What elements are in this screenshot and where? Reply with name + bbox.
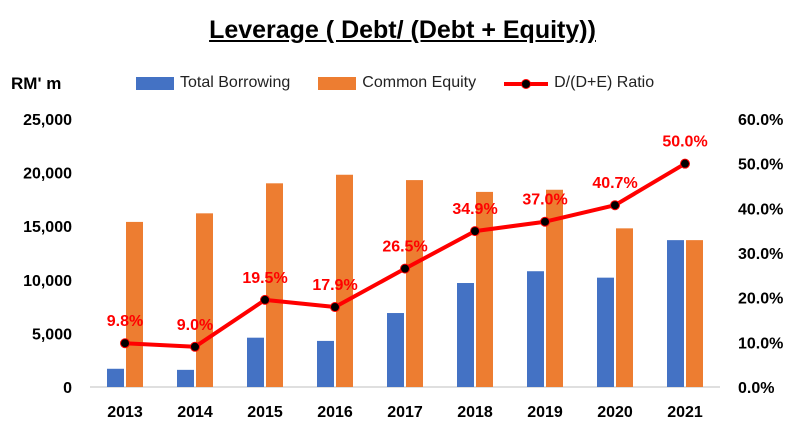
ratio-marker: [610, 200, 620, 211]
legend-item-total-borrowing: Total Borrowing: [136, 74, 290, 92]
x-tick-label: 2016: [317, 404, 353, 421]
y-right-tick-label: 10.0%: [738, 335, 783, 352]
ratio-data-label: 40.7%: [592, 175, 637, 192]
bar-common-equity: [196, 213, 213, 387]
legend-label-common-equity: Common Equity: [362, 74, 477, 91]
ratio-marker: [330, 302, 340, 313]
ratio-data-label: 9.8%: [107, 313, 143, 330]
y-left-tick-label: 20,000: [23, 166, 72, 183]
legend-item-common-equity: Common Equity: [318, 74, 476, 92]
bar-common-equity: [266, 183, 283, 387]
bar-total-borrowing: [597, 277, 614, 387]
ratio-marker: [190, 341, 200, 352]
y-right-tick-label: 0.0%: [738, 380, 774, 397]
bar-common-equity: [476, 191, 493, 387]
bar-common-equity: [616, 228, 633, 387]
legend-swatch-ratio: [504, 77, 549, 90]
bar-total-borrowing: [387, 313, 404, 387]
ratio-data-label: 17.9%: [312, 277, 357, 294]
bar-total-borrowing: [177, 369, 194, 387]
ratio-marker: [260, 294, 270, 305]
ratio-marker: [470, 226, 480, 237]
legend-label-total-borrowing: Total Borrowing: [180, 74, 291, 91]
ratio-data-label: 9.0%: [177, 317, 213, 334]
bar-total-borrowing: [317, 340, 334, 387]
ratio-data-label: 26.5%: [382, 239, 427, 256]
bar-total-borrowing: [457, 283, 474, 387]
bar-total-borrowing: [247, 337, 264, 387]
x-tick-label: 2021: [667, 404, 703, 421]
bar-common-equity: [126, 221, 143, 387]
chart-title: Leverage ( Debt/ (Debt + Equity)): [209, 16, 596, 44]
legend-item-ratio: D/(D+E) Ratio: [504, 74, 654, 92]
y-left-tick-label: 0: [63, 380, 72, 397]
bar-total-borrowing: [667, 240, 684, 387]
legend-swatch-total-borrowing: [136, 76, 174, 90]
bar-total-borrowing: [107, 368, 124, 387]
x-tick-label: 2018: [457, 404, 493, 421]
x-tick-label: 2014: [177, 404, 213, 421]
ratio-data-label: 37.0%: [522, 192, 567, 209]
x-tick-label: 2015: [247, 404, 283, 421]
legend-label-ratio: D/(D+E) Ratio: [554, 74, 655, 91]
x-tick-label: 2020: [597, 404, 633, 421]
y-left-tick-label: 5,000: [32, 326, 72, 343]
y-left-tick-label: 15,000: [23, 219, 72, 236]
x-tick-label: 2013: [107, 404, 143, 421]
ratio-marker: [120, 338, 130, 349]
x-tick-label: 2017: [387, 404, 423, 421]
legend: Total Borrowing Common Equity D/(D+E) Ra…: [136, 74, 682, 92]
y-right-tick-label: 30.0%: [738, 246, 783, 263]
ratio-marker: [680, 158, 690, 169]
bar-total-borrowing: [527, 271, 544, 387]
y-left-tick-label: 10,000: [23, 273, 72, 290]
ratio-marker: [540, 216, 550, 227]
ratio-marker: [400, 263, 410, 274]
ratio-data-label: 19.5%: [242, 270, 287, 287]
bar-common-equity: [686, 240, 703, 387]
ratio-data-label: 34.9%: [452, 201, 497, 218]
y-right-tick-label: 40.0%: [738, 201, 783, 218]
ratio-data-label: 50.0%: [662, 134, 707, 151]
bar-common-equity: [546, 189, 563, 387]
y-axis-unit-label: RM' m: [11, 74, 62, 93]
y-right-tick-label: 60.0%: [738, 112, 783, 129]
legend-swatch-common-equity: [318, 76, 357, 90]
x-tick-label: 2019: [527, 404, 563, 421]
y-left-tick-label: 25,000: [23, 112, 72, 129]
y-right-tick-label: 20.0%: [738, 291, 783, 308]
y-right-tick-label: 50.0%: [738, 157, 783, 174]
bar-common-equity: [336, 174, 353, 387]
bar-common-equity: [406, 180, 423, 387]
